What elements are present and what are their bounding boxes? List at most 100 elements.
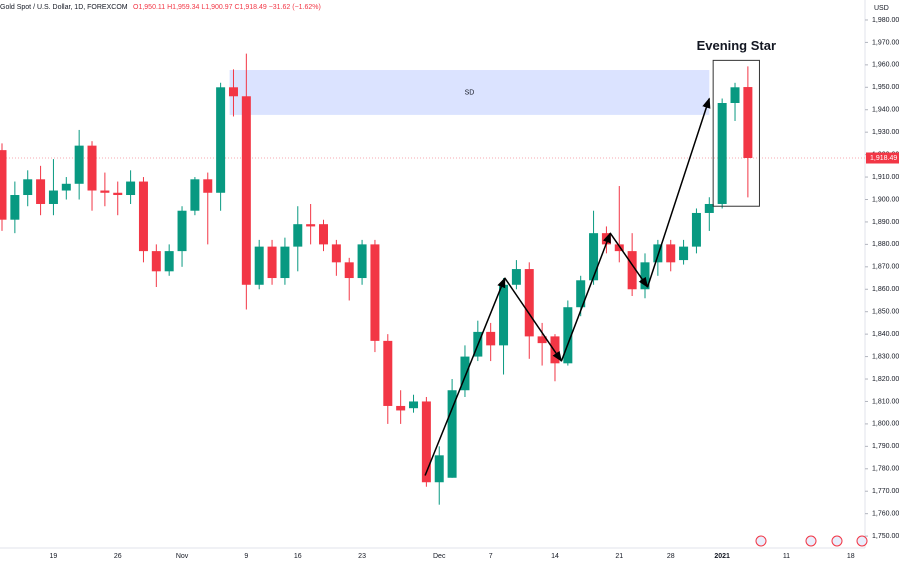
trend-arrow — [560, 232, 611, 362]
candle — [216, 82, 226, 211]
candle — [396, 390, 406, 424]
candle-body — [306, 224, 316, 227]
candle — [679, 239, 689, 265]
x-tick-label: 28 — [667, 553, 675, 560]
candle — [100, 172, 110, 207]
candle-body — [550, 336, 560, 364]
y-tick-label: 1,960.00 — [872, 62, 899, 69]
candle-body — [10, 195, 20, 220]
y-tick-label: 1,860.00 — [872, 286, 899, 293]
candle — [254, 239, 264, 290]
y-tick-label: 1,840.00 — [872, 331, 899, 338]
candle-body — [190, 179, 200, 211]
header: Gold Spot / U.S. Dollar, 1D, FOREXCOM O1… — [0, 4, 321, 11]
price-label: 1,918.49 — [870, 155, 897, 162]
x-tick-label: 23 — [358, 553, 366, 560]
candle-body — [331, 244, 341, 263]
x-tick-label: Dec — [433, 553, 446, 560]
candle-body — [460, 356, 470, 391]
event-icon — [805, 535, 817, 547]
candle-body — [228, 87, 238, 97]
y-tick-label: 1,900.00 — [872, 196, 899, 203]
candle — [511, 260, 521, 290]
x-tick-label: 26 — [114, 553, 122, 560]
candle — [691, 208, 701, 254]
candle — [87, 141, 97, 211]
supply-demand-zone — [229, 70, 710, 115]
candle — [241, 53, 251, 310]
candle — [74, 129, 84, 200]
candle-body — [267, 246, 277, 279]
candle — [36, 165, 46, 216]
trend-arrow — [609, 232, 649, 288]
candle-body — [614, 244, 624, 252]
candle — [10, 181, 20, 234]
x-tick-label: 9 — [244, 553, 248, 560]
candle-body — [87, 145, 97, 191]
candle-body — [23, 179, 33, 196]
candle-body — [241, 96, 251, 285]
candle-body — [666, 244, 676, 263]
candle — [409, 394, 419, 413]
y-tick-label: 1,890.00 — [872, 219, 899, 226]
event-icons — [755, 535, 868, 547]
candle-body — [216, 87, 226, 193]
candle — [640, 253, 650, 299]
y-tick-label: 1,850.00 — [872, 309, 899, 316]
candle — [48, 159, 58, 216]
candle — [190, 177, 200, 216]
ohlc-text: O1,950.11 H1,959.34 L1,900.97 C1,918.49 … — [133, 4, 321, 11]
candle-body — [537, 336, 547, 344]
candle — [306, 203, 316, 245]
x-tick-label: 19 — [50, 553, 58, 560]
candle — [743, 66, 753, 198]
candle-body — [36, 179, 46, 204]
candle-body — [113, 192, 123, 196]
candle-body — [0, 150, 7, 220]
y-tick-label: 1,940.00 — [872, 107, 899, 114]
candle-body — [396, 405, 406, 411]
candle — [61, 177, 71, 200]
candle-body — [164, 251, 174, 272]
candle-body — [679, 246, 689, 261]
candle-body — [138, 181, 148, 252]
plot: SD Evening Star — [0, 38, 865, 505]
candle — [319, 219, 328, 252]
y-tick-label: 1,930.00 — [872, 129, 899, 136]
candle-body — [203, 179, 213, 193]
pattern-label: Evening Star — [697, 38, 776, 53]
candle — [203, 172, 213, 245]
pattern-box — [712, 59, 760, 207]
y-tick-label: 1,980.00 — [872, 17, 899, 24]
y-tick-label: 1,950.00 — [872, 84, 899, 91]
trend-arrow — [424, 277, 506, 476]
candle — [126, 170, 136, 204]
trend-arrow — [504, 277, 563, 362]
candle-body — [319, 224, 328, 245]
candle-body — [743, 87, 753, 159]
x-tick-label: 16 — [294, 553, 302, 560]
candle-body — [486, 331, 496, 346]
y-tick-label: 1,880.00 — [872, 241, 899, 248]
x-tick-label: 7 — [489, 553, 493, 560]
candle-body — [640, 262, 650, 290]
candle — [138, 177, 148, 263]
candle — [151, 244, 161, 288]
candle-body — [717, 103, 727, 204]
candle — [589, 210, 599, 285]
candle — [357, 239, 367, 285]
candle — [370, 239, 380, 353]
candle — [537, 322, 547, 366]
candle-body — [370, 244, 380, 341]
candle-body — [151, 251, 161, 272]
y-tick-label: 1,810.00 — [872, 398, 899, 405]
candle-body — [576, 280, 586, 308]
candle-body — [74, 145, 84, 184]
candle — [0, 143, 7, 231]
event-icon — [831, 535, 843, 547]
candle — [267, 239, 277, 285]
candle — [331, 239, 341, 276]
y-tick-label: 1,830.00 — [872, 353, 899, 360]
y-tick-label: 1,760.00 — [872, 511, 899, 518]
candle-body — [254, 246, 264, 285]
